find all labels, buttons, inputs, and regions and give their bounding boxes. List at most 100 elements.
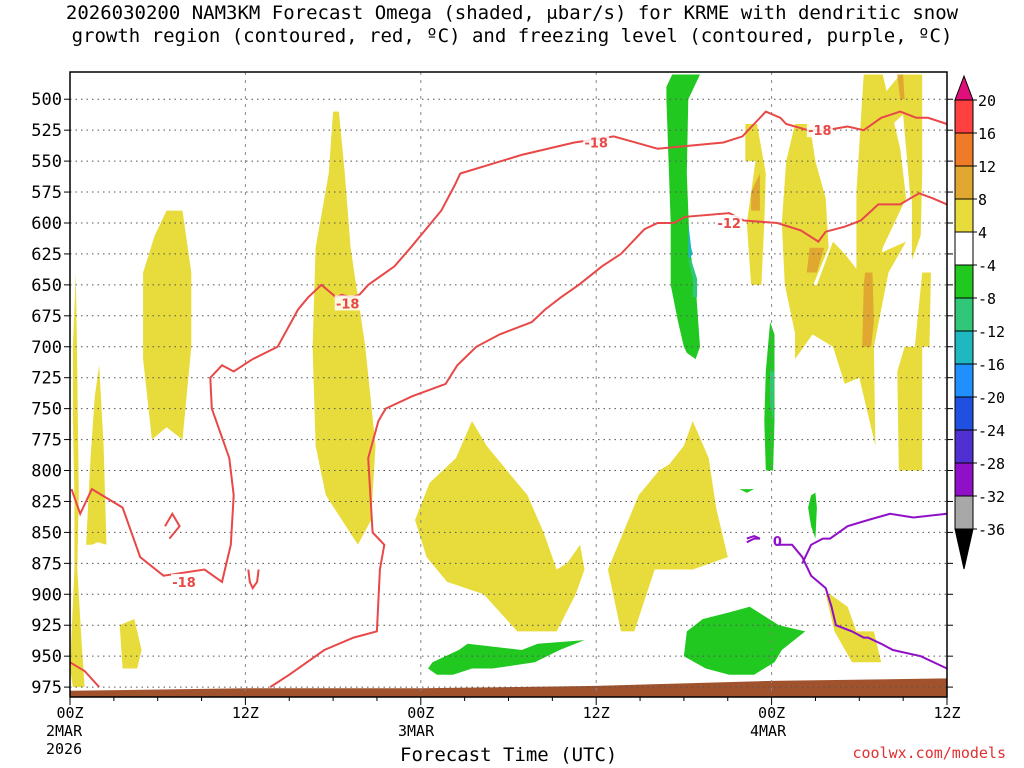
dgz-contour-2 [247, 569, 260, 591]
colorbar-segment-9 [954, 396, 974, 431]
y-tick-label-975: 975 [31, 678, 62, 698]
colorbar-label-10: -24 [978, 422, 1005, 440]
omega-region-18 [862, 272, 874, 347]
colorbar-bottom-arrow [954, 528, 974, 570]
y-tick-label-675: 675 [31, 307, 62, 327]
dgz-label-bg-0 [334, 295, 361, 311]
run-date-label: 2MAR [46, 722, 82, 740]
omega-region-19 [751, 173, 760, 211]
omega-region-17 [806, 247, 825, 273]
omega-region-27 [688, 260, 698, 298]
source-watermark: coolwx.com/models [852, 744, 1006, 762]
chart-title: 2026030200 NAM3KM Forecast Omega (shaded… [0, 2, 1024, 48]
colorbar-label-12: -32 [978, 488, 1005, 506]
x-tick-label-3: 12Z [583, 704, 610, 722]
omega-region-16 [825, 594, 882, 663]
omega-region-2 [143, 210, 192, 440]
colorbar-label-7: -12 [978, 323, 1005, 341]
x-tick-label-2: 00Z [407, 704, 434, 722]
dgz-contour-3 [269, 192, 948, 688]
freezing-label-0: 0 [773, 535, 782, 550]
date-label-4mar: 4MAR [750, 722, 787, 740]
y-tick-label-925: 925 [31, 616, 62, 636]
colorbar-segment-11 [954, 462, 974, 497]
omega-region-21 [666, 74, 700, 360]
y-tick-label-600: 600 [31, 214, 62, 234]
dgz-contour-4 [69, 661, 100, 688]
y-tick-label-575: 575 [31, 183, 62, 203]
colorbar-segment-5 [954, 264, 974, 299]
omega-region-4 [312, 111, 376, 545]
y-tick-label-650: 650 [31, 276, 62, 296]
colorbar-label-4: 4 [978, 224, 987, 242]
freezing-contour-2 [801, 512, 948, 564]
colorbar-segment-7 [954, 330, 974, 365]
omega-region-14 [897, 346, 923, 471]
y-tick-label-775: 775 [31, 431, 62, 451]
y-tick-label-900: 900 [31, 585, 62, 605]
dgz-label-bg-1 [171, 573, 198, 589]
freezing-contour-0 [746, 535, 761, 544]
y-tick-label-750: 750 [31, 400, 62, 420]
omega-region-20 [897, 74, 905, 100]
y-tick-label-950: 950 [31, 647, 62, 667]
title-line-2: growth region (contoured, red, ºC) and f… [71, 25, 953, 47]
axis-layer: 500 525 550 575 600 625 650 675 700 725 750 775 800 8… [31, 71, 961, 722]
y-tick-label-825: 825 [31, 492, 62, 512]
dgz-contour-1 [164, 511, 181, 540]
dgz-label-3: -18 [808, 124, 832, 139]
colorbar-segment-3 [954, 198, 974, 233]
dgz-label-1: -18 [172, 576, 196, 591]
omega-region-1 [86, 365, 107, 545]
omega-region-12 [901, 74, 923, 199]
colorbar-segment-2 [954, 165, 974, 200]
omega-region-6 [607, 421, 728, 632]
colorbar-segment-0 [954, 99, 974, 134]
dgz-label-bg-4 [716, 214, 743, 230]
y-tick-label-875: 875 [31, 554, 62, 574]
omega-region-24 [683, 606, 806, 675]
y-tick-label-725: 725 [31, 369, 62, 389]
colorbar-label-0: 20 [978, 92, 996, 110]
y-tick-label-800: 800 [31, 462, 62, 482]
x-tick-label-0: 00Z [56, 704, 83, 722]
date-label-2mar: 2MAR [46, 722, 83, 740]
colorbar-label-9: -20 [978, 389, 1005, 407]
omega-shading-layer [70, 74, 931, 688]
omega-region-26 [739, 489, 755, 493]
y-tick-label-850: 850 [31, 523, 62, 543]
y-tick-label-525: 525 [31, 121, 62, 141]
colorbar-label-11: -28 [978, 455, 1005, 473]
run-year-label: 2026 [46, 740, 83, 758]
omega-region-29 [688, 223, 693, 261]
y-tick-label-500: 500 [31, 90, 62, 110]
y-tick-label-700: 700 [31, 338, 62, 358]
colorbar: 20 16 12 8 4 -4 -8 -12 -16 -20 -24 -28 -32 -36 [954, 74, 1005, 570]
date-label-3mar: 3MAR [398, 722, 435, 740]
colorbar-segment-6 [954, 297, 974, 332]
colorbar-label-5: -4 [978, 257, 996, 275]
x-tick-label-4: 00Z [758, 704, 785, 722]
dgz-label-0: -18 [336, 297, 360, 312]
x-tick-label-5: 12Z [933, 704, 960, 722]
grid-layer [70, 72, 947, 697]
omega-region-15 [914, 272, 931, 347]
colorbar-label-6: -8 [978, 290, 996, 308]
colorbar-label-8: -16 [978, 356, 1005, 374]
dgz-contour-layer: -18 -18 -18 -18 -12 [69, 110, 948, 688]
colorbar-segment-1 [954, 132, 974, 167]
colorbar-label-1: 16 [978, 125, 996, 143]
colorbar-label-13: -36 [978, 521, 1005, 539]
dgz-contour-0 [70, 110, 948, 584]
dgz-label-4: -12 [717, 217, 741, 232]
colorbar-segment-4 [954, 231, 974, 266]
title-line-1: 2026030200 NAM3KM Forecast Omega (shaded… [65, 2, 959, 24]
dgz-label-2: -18 [584, 137, 608, 152]
x-tick-label-1: 12Z [232, 704, 259, 722]
omega-region-23 [428, 640, 585, 675]
dgz-label-bg-2 [583, 134, 610, 150]
colorbar-segment-10 [954, 429, 974, 464]
colorbar-top-arrow [954, 74, 974, 101]
colorbar-label-2: 12 [978, 158, 996, 176]
